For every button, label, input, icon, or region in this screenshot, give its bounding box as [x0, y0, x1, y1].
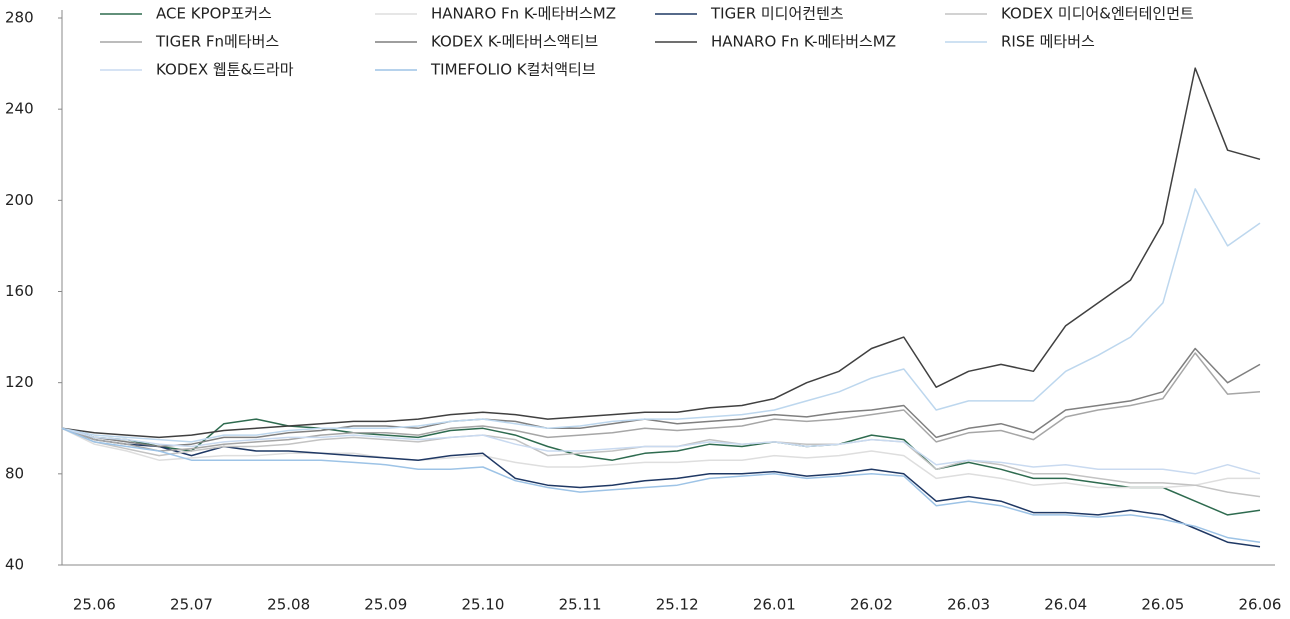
y-tick-label: 80 [5, 464, 24, 482]
x-tick-label: 25.08 [267, 596, 310, 614]
y-tick-label: 120 [5, 373, 34, 391]
series-line [61, 352, 1261, 452]
x-tick-label: 26.03 [947, 596, 990, 614]
x-tick-label: 26.05 [1141, 596, 1184, 614]
x-tick-label: 25.11 [559, 596, 602, 614]
y-tick-label: 200 [5, 191, 34, 209]
legend-label: KODEX 미디어&엔터테인먼트 [1001, 5, 1194, 23]
legend-label: HANARO Fn K-메타버스MZ [711, 33, 896, 51]
x-tick-label: 25.12 [656, 596, 699, 614]
y-tick-label: 160 [5, 282, 34, 300]
legend-label: RISE 메타버스 [1001, 33, 1095, 51]
series-line [61, 427, 1260, 489]
x-tick-label: 25.10 [461, 596, 504, 614]
legend-label: KODEX K-메타버스액티브 [431, 33, 598, 51]
legend-label: TIGER 미디어컨텐츠 [710, 5, 844, 23]
x-tick-label: 26.06 [1239, 596, 1282, 614]
series-line [61, 188, 1261, 443]
x-tick-label: 25.07 [170, 596, 213, 614]
legend-label: HANARO Fn K-메타버스MZ [431, 5, 616, 23]
series-line [61, 67, 1261, 439]
x-tick-label: 26.01 [753, 596, 796, 614]
series-line [61, 427, 1261, 475]
x-tick-label: 25.09 [364, 596, 407, 614]
series-line [61, 427, 1261, 543]
x-tick-label: 26.02 [850, 596, 893, 614]
legend-label: TIMEFOLIO K컬처액티브 [430, 61, 596, 79]
x-tick-label: 25.06 [73, 596, 116, 614]
legend-label: ACE KPOP포커스 [156, 5, 272, 23]
legend-label: KODEX 웹툰&드라마 [156, 61, 294, 79]
series-line [61, 418, 1261, 516]
y-tick-label: 40 [5, 556, 24, 574]
x-tick-label: 26.04 [1044, 596, 1087, 614]
series-line [61, 347, 1261, 448]
legend-label: TIGER Fn메타버스 [155, 33, 279, 51]
y-tick-label: 280 [5, 9, 34, 27]
series-line [61, 427, 1261, 548]
y-tick-label: 240 [5, 100, 34, 118]
